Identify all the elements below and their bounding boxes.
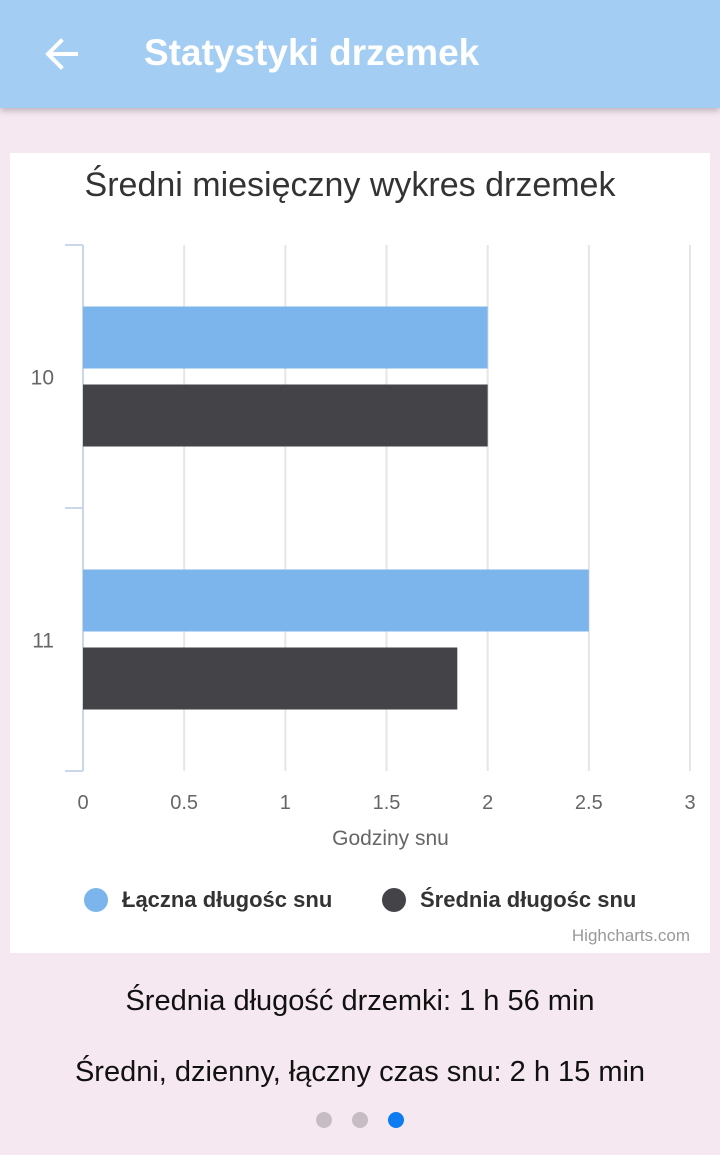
page-dot[interactable] [352,1112,368,1128]
chart-credits[interactable]: Highcharts.com [571,926,690,945]
page-title: Statystyki drzemek [144,32,480,73]
bar-chart: 0 0.5 1 1.5 2 2.5 3 10 11 Godziny snu [31,244,696,850]
bar [83,306,488,369]
x-axis-title: Godziny snu [332,827,449,850]
x-tick-label: 0 [77,792,88,814]
legend-marker-icon [382,888,406,912]
app-bar: Statystyki drzemek [0,0,720,108]
x-tick-label: 1 [280,792,291,814]
arrow-back-icon [45,38,78,70]
y-category-label: 10 [31,367,54,390]
x-tick-label: 1.5 [373,792,401,814]
bar [83,647,458,710]
page-dot[interactable] [316,1112,332,1128]
page-dot-active[interactable] [388,1112,404,1128]
page-indicator [0,1112,720,1128]
bar [83,569,589,632]
chart-card: 0 0.5 1 1.5 2 2.5 3 10 11 Godziny snu [10,153,710,953]
bar [83,384,488,447]
x-tick-label: 0.5 [170,792,198,814]
y-category-label: 11 [32,630,54,653]
x-tick-label: 3 [684,792,695,814]
chart-title: Średni miesięczny wykres drzemek [84,166,616,204]
average-daily-sleep: Średni, dzienny, łączny czas snu: 2 h 15… [74,1056,646,1088]
legend-item-total-sleep[interactable]: Łączna długośc snu [84,880,332,920]
legend-label: Łączna długośc snu [122,887,333,912]
x-tick-label: 2 [482,792,493,814]
average-nap-duration: Średnia długość drzemki: 1 h 56 min [125,985,595,1017]
legend-item-average-sleep[interactable]: Średnia długośc snu [382,880,636,920]
legend-label: Średnia długośc snu [420,887,637,912]
x-tick-label: 2.5 [575,792,603,814]
legend-marker-icon [84,888,108,912]
back-button[interactable] [30,24,94,84]
